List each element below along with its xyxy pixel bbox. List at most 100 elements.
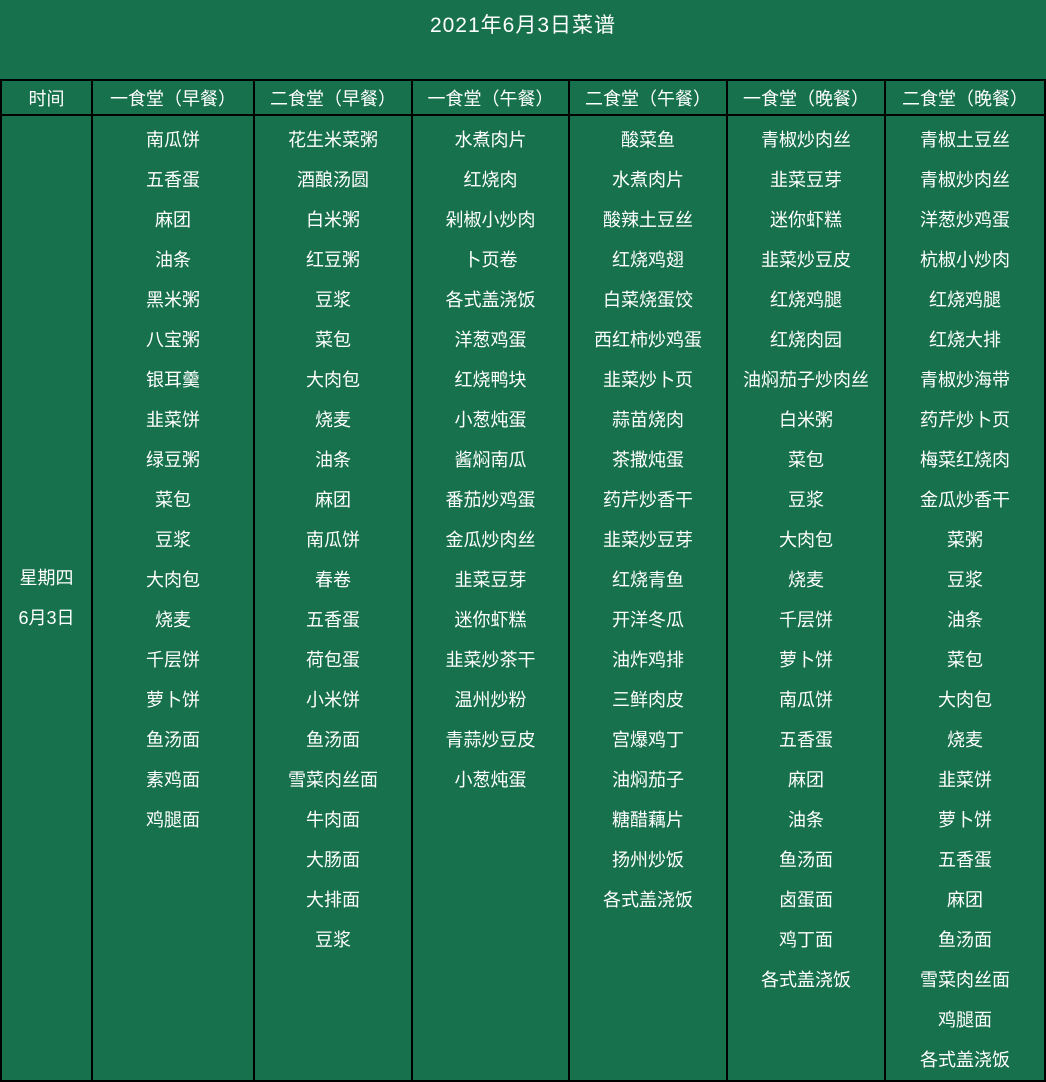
menu-item: 红烧鸡腿 xyxy=(929,290,1001,310)
menu-item: 大肉包 xyxy=(779,530,833,550)
menu-item: 各式盖浇饭 xyxy=(920,1050,1010,1070)
menu-item: 韭菜炒茶干 xyxy=(445,650,536,670)
menu-item: 豆浆 xyxy=(315,930,351,950)
menu-item: 青椒炒肉丝 xyxy=(761,130,851,150)
column-header: 一食堂（午餐） xyxy=(413,81,570,114)
time-cell: 星期四 6月3日 xyxy=(2,116,93,1080)
menu-item: 五香蛋 xyxy=(306,610,360,630)
page-title: 2021年6月3日菜谱 xyxy=(429,14,617,37)
menu-item: 温州炒粉 xyxy=(454,690,527,710)
menu-item: 菜包 xyxy=(315,330,351,350)
menu-item: 小米饼 xyxy=(306,690,360,710)
menu-item: 韭菜豆芽 xyxy=(770,170,842,190)
menu-item: 麻团 xyxy=(315,490,351,510)
menu-item: 鱼汤面 xyxy=(306,730,360,750)
menu-item: 白米粥 xyxy=(779,410,833,430)
column-header: 一食堂（早餐） xyxy=(93,81,255,114)
menu-item: 麻团 xyxy=(947,890,983,910)
menu-item: 牛肉面 xyxy=(306,810,360,830)
menu-item: 韭菜豆芽 xyxy=(454,570,527,590)
menu-item: 番茄炒鸡蛋 xyxy=(445,490,536,510)
menu-item: 千层饼 xyxy=(146,650,200,670)
menu-item: 千层饼 xyxy=(779,610,833,630)
menu-item: 红烧青鱼 xyxy=(612,570,684,590)
menu-item: 红烧鸡腿 xyxy=(770,290,842,310)
menu-item: 南瓜饼 xyxy=(779,690,833,710)
menu-item: 小葱炖蛋 xyxy=(454,770,527,790)
menu-item: 青椒土豆丝 xyxy=(920,130,1010,150)
menu-item: 红烧鸡翅 xyxy=(612,250,684,270)
menu-item: 糖醋藕片 xyxy=(612,810,684,830)
menu-item: 麻团 xyxy=(788,770,824,790)
menu-item: 三鲜肉皮 xyxy=(612,690,684,710)
menu-item: 烧麦 xyxy=(315,410,351,430)
menu-item: 小葱炖蛋 xyxy=(454,410,527,430)
menu-item: 鱼汤面 xyxy=(146,730,200,750)
menu-item: 红烧大排 xyxy=(929,330,1001,350)
menu-item: 白菜烧蛋饺 xyxy=(603,290,693,310)
menu-item: 红烧肉园 xyxy=(770,330,842,350)
menu-item: 大肉包 xyxy=(146,570,200,590)
menu-item: 大肠面 xyxy=(306,850,360,870)
menu-item: 红烧鸭块 xyxy=(454,370,527,390)
menu-column: 南瓜饼 五香蛋 麻团 油条 黑米粥 八宝粥 银耳羹 韭菜饼 绿豆粥 菜包 豆浆 大肉包 烧麦 千层饼 萝卜饼… xyxy=(93,116,255,1080)
menu-item: 青椒炒肉丝 xyxy=(920,170,1010,190)
menu-item: 春卷 xyxy=(315,570,351,590)
menu-item: 银耳羹 xyxy=(146,370,200,390)
time-date: 6月3日 xyxy=(18,608,75,628)
menu-item: 药芹炒卜页 xyxy=(920,410,1010,430)
menu-item: 花生米菜粥 xyxy=(288,130,378,150)
menu-item: 雪菜肉丝面 xyxy=(920,970,1010,990)
menu-item: 菜包 xyxy=(788,450,824,470)
header-time: 时间 xyxy=(2,81,93,114)
menu-item: 萝卜饼 xyxy=(938,810,992,830)
menu-item: 白米粥 xyxy=(306,210,360,230)
menu-item: 萝卜饼 xyxy=(146,690,200,710)
menu-item: 油条 xyxy=(788,810,824,830)
menu-item: 卤蛋面 xyxy=(779,890,833,910)
menu-item: 油条 xyxy=(155,250,191,270)
menu-item: 红烧肉 xyxy=(463,170,518,190)
menu-item: 韭菜饼 xyxy=(146,410,200,430)
menu-item: 五香蛋 xyxy=(146,170,200,190)
menu-item: 金瓜炒香干 xyxy=(920,490,1010,510)
menu-item: 宫爆鸡丁 xyxy=(612,730,684,750)
menu-item: 鱼汤面 xyxy=(779,850,833,870)
time-weekday: 星期四 xyxy=(19,568,74,588)
menu-item: 南瓜饼 xyxy=(146,130,200,150)
menu-item: 鸡腿面 xyxy=(938,1010,992,1030)
menu-item: 烧麦 xyxy=(788,570,824,590)
menu-item: 各式盖浇饭 xyxy=(445,290,536,310)
menu-item: 韭菜饼 xyxy=(938,770,992,790)
menu-item: 五香蛋 xyxy=(779,730,833,750)
menu-item: 酸辣土豆丝 xyxy=(603,210,693,230)
menu-item: 韭菜炒豆芽 xyxy=(603,530,693,550)
menu-item: 菜粥 xyxy=(947,530,983,550)
menu-item: 五香蛋 xyxy=(938,850,992,870)
menu-item: 烧麦 xyxy=(947,730,983,750)
menu-item: 酸菜鱼 xyxy=(621,130,675,150)
menu-item: 菜包 xyxy=(947,650,983,670)
menu-item: 洋葱鸡蛋 xyxy=(454,330,527,350)
menu-table: 时间 一食堂（早餐） 二食堂（早餐） 一食堂（午餐） 二食堂（午餐） 一食堂（晚餐） 二食… xyxy=(0,79,1046,1082)
menu-item: 绿豆粥 xyxy=(146,450,200,470)
menu-item: 酒酿汤圆 xyxy=(297,170,369,190)
menu-item: 烧麦 xyxy=(155,610,191,630)
menu-item: 荷包蛋 xyxy=(306,650,360,670)
menu-item: 八宝粥 xyxy=(146,330,200,350)
menu-column: 花生米菜粥 酒酿汤圆 白米粥 红豆粥 豆浆 菜包 大肉包 烧麦 油条 麻团 南瓜饼 春卷 五香蛋 荷包蛋小… xyxy=(255,116,413,1080)
menu-item: 豆浆 xyxy=(788,490,824,510)
menu-item: 菜包 xyxy=(155,490,191,510)
menu-item: 蒜苗烧肉 xyxy=(612,410,684,430)
menu-item: 豆浆 xyxy=(947,570,983,590)
menu-item: 大肉包 xyxy=(938,690,992,710)
menu-item: 油焖茄子炒肉丝 xyxy=(743,370,869,390)
menu-item: 豆浆 xyxy=(155,530,191,550)
menu-item: 青椒炒海带 xyxy=(920,370,1010,390)
menu-item: 大排面 xyxy=(306,890,360,910)
menu-column: 青椒土豆丝 青椒炒肉丝 洋葱炒鸡蛋 杭椒小炒肉 红烧鸡腿 红烧大排 青椒炒海带 药芹炒卜页 梅菜… xyxy=(886,116,1044,1080)
menu-item: 大肉包 xyxy=(306,370,360,390)
menu-item: 素鸡面 xyxy=(146,770,200,790)
menu-item: 药芹炒香干 xyxy=(603,490,693,510)
